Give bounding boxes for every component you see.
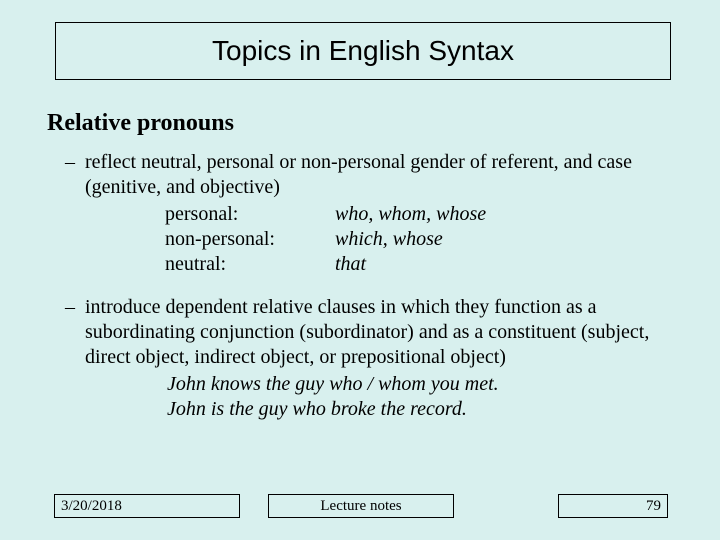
footer-center: Lecture notes (268, 494, 454, 518)
bullet-dash: – (47, 295, 85, 370)
definition-value: which, whose (335, 227, 443, 252)
section-heading: Relative pronouns (47, 110, 234, 137)
definition-row: neutral: that (165, 252, 677, 277)
footer-date: 3/20/2018 (54, 494, 240, 518)
definition-label: personal: (165, 202, 335, 227)
example-list: John knows the guy who / whom you met. J… (167, 372, 677, 422)
title-box: Topics in English Syntax (55, 22, 671, 80)
bullet-item: – introduce dependent relative clauses i… (47, 295, 677, 422)
footer: 3/20/2018 Lecture notes 79 (0, 494, 720, 520)
slide: Topics in English Syntax Relative pronou… (0, 0, 720, 540)
definition-row: personal: who, whom, whose (165, 202, 677, 227)
footer-page: 79 (558, 494, 668, 518)
example-line: John is the guy who broke the record. (167, 397, 677, 422)
bullet-dash: – (47, 150, 85, 200)
body: – reflect neutral, personal or non-perso… (47, 150, 677, 440)
definition-list: personal: who, whom, whose non-personal:… (165, 202, 677, 277)
bullet-item: – reflect neutral, personal or non-perso… (47, 150, 677, 277)
bullet-text: reflect neutral, personal or non-persona… (85, 150, 677, 200)
slide-title: Topics in English Syntax (212, 35, 514, 67)
definition-label: neutral: (165, 252, 335, 277)
bullet-text: introduce dependent relative clauses in … (85, 295, 677, 370)
definition-row: non-personal: which, whose (165, 227, 677, 252)
definition-label: non-personal: (165, 227, 335, 252)
definition-value: that (335, 252, 366, 277)
definition-value: who, whom, whose (335, 202, 486, 227)
example-line: John knows the guy who / whom you met. (167, 372, 677, 397)
